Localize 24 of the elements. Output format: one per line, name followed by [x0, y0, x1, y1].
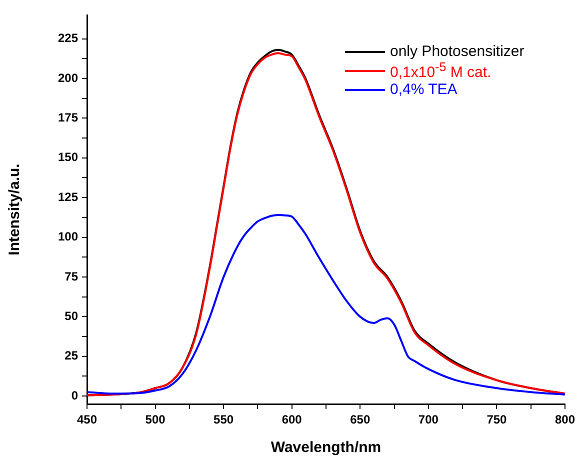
- y-tick-label: 0: [71, 388, 78, 402]
- x-tick-label: 450: [76, 412, 98, 427]
- x-axis-title: Wavelength/nm: [270, 439, 382, 456]
- x-tick-label: 700: [418, 412, 439, 427]
- y-tick-label: 100: [58, 230, 78, 244]
- legend-label: 0,4% TEA: [390, 81, 458, 98]
- y-tick-label: 125: [58, 190, 78, 204]
- y-axis-title: Intensity/a.u.: [6, 164, 24, 256]
- x-tick-label: 800: [554, 412, 576, 427]
- x-tick-label: 650: [350, 412, 370, 427]
- y-tick-label: 175: [58, 110, 78, 125]
- x-tick-label: 500: [145, 412, 166, 427]
- legend-label: only Photosensitizer: [390, 43, 524, 60]
- line-series: [87, 214, 565, 396]
- y-tick-label: 25: [64, 348, 78, 363]
- y-tick-label: 75: [64, 269, 78, 284]
- x-tick-label: 550: [214, 412, 234, 427]
- y-tick-label: 150: [58, 150, 78, 164]
- x-tick-label: 600: [282, 412, 302, 427]
- y-tick-label: 200: [58, 70, 78, 85]
- x-tick-label: 750: [486, 412, 508, 427]
- y-tick-label: 225: [58, 31, 78, 46]
- legend-label: 0,1x10$^{-5}$ M cat.: [390, 60, 492, 81]
- y-tick-label: 50: [64, 308, 78, 323]
